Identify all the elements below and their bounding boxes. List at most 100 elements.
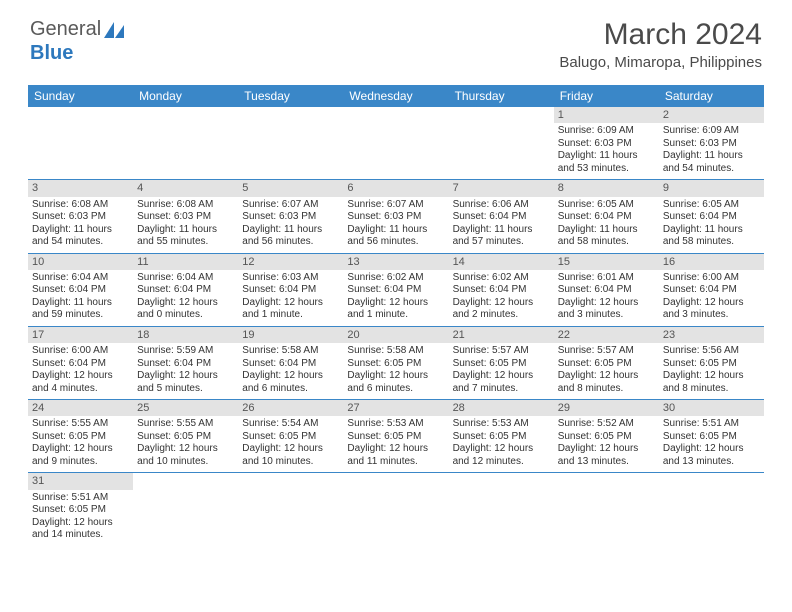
- calendar-cell: 5 Sunrise: 6:07 AMSunset: 6:03 PMDaylight…: [238, 180, 343, 253]
- weekday-header: Thursday: [449, 85, 554, 107]
- calendar-cell: 14Sunrise: 6:02 AMSunset: 6:04 PMDayligh…: [449, 253, 554, 326]
- weekday-header: Wednesday: [343, 85, 448, 107]
- calendar-cell: 17Sunrise: 6:00 AMSunset: 6:04 PMDayligh…: [28, 326, 133, 399]
- calendar-cell: 26 Sunrise: 5:54 AMSunset: 6:05 PMDayligh…: [238, 400, 343, 473]
- day-number: 26: [238, 400, 343, 416]
- calendar-cell: 6 Sunrise: 6:07 AMSunset: 6:03 PMDaylight…: [343, 180, 448, 253]
- calendar-cell: 4Sunrise: 6:08 AMSunset: 6:03 PMDaylight…: [133, 180, 238, 253]
- day-details: Sunrise: 5:56 AMSunset: 6:05 PMDaylight:…: [663, 345, 760, 395]
- day-number: 9: [659, 180, 764, 196]
- logo-text-general: General: [30, 18, 101, 41]
- day-number: 22: [554, 327, 659, 343]
- calendar-cell: 11Sunrise: 6:04 AMSunset: 6:04 PMDayligh…: [133, 253, 238, 326]
- day-number: 7: [449, 180, 554, 196]
- calendar-cell: 7 Sunrise: 6:06 AMSunset: 6:04 PMDaylight…: [449, 180, 554, 253]
- header: General March 2024 Balugo, Mimaropa, Phi…: [0, 0, 792, 77]
- calendar-cell: 13Sunrise: 6:02 AMSunset: 6:04 PMDayligh…: [343, 253, 448, 326]
- day-details: Sunrise: 6:09 AMSunset: 6:03 PMDaylight:…: [663, 125, 760, 175]
- day-number: 2: [659, 107, 764, 123]
- calendar-cell: [343, 473, 448, 546]
- day-details: Sunrise: 6:03 AMSunset: 6:04 PMDaylight:…: [242, 272, 339, 322]
- calendar-cell: 20Sunrise: 5:58 AMSunset: 6:05 PMDayligh…: [343, 326, 448, 399]
- sail-icon: [103, 21, 125, 39]
- day-number: 15: [554, 254, 659, 270]
- day-details: Sunrise: 6:01 AMSunset: 6:04 PMDaylight:…: [558, 272, 655, 322]
- day-details: Sunrise: 5:53 AMSunset: 6:05 PMDaylight:…: [453, 418, 550, 468]
- day-details: Sunrise: 6:09 AMSunset: 6:03 PMDaylight:…: [558, 125, 655, 175]
- calendar-cell: 24 Sunrise: 5:55 AMSunset: 6:05 PMDayligh…: [28, 400, 133, 473]
- calendar-cell: [554, 473, 659, 546]
- day-number: 19: [238, 327, 343, 343]
- day-number: 13: [343, 254, 448, 270]
- calendar-cell: 23 Sunrise: 5:56 AMSunset: 6:05 PMDayligh…: [659, 326, 764, 399]
- calendar-cell: [238, 473, 343, 546]
- calendar-cell: 10Sunrise: 6:04 AMSunset: 6:04 PMDayligh…: [28, 253, 133, 326]
- day-number: 28: [449, 400, 554, 416]
- calendar-cell: [449, 107, 554, 180]
- calendar-cell: 27Sunrise: 5:53 AMSunset: 6:05 PMDayligh…: [343, 400, 448, 473]
- day-details: Sunrise: 6:07 AMSunset: 6:03 PMDaylight:…: [347, 199, 444, 249]
- day-number: 1: [554, 107, 659, 123]
- day-number: 31: [28, 473, 133, 489]
- day-details: Sunrise: 5:58 AMSunset: 6:04 PMDaylight:…: [242, 345, 339, 395]
- weekday-header: Monday: [133, 85, 238, 107]
- day-details: Sunrise: 6:00 AMSunset: 6:04 PMDaylight:…: [663, 272, 760, 322]
- day-number: 29: [554, 400, 659, 416]
- day-details: Sunrise: 5:52 AMSunset: 6:05 PMDaylight:…: [558, 418, 655, 468]
- day-number: 6: [343, 180, 448, 196]
- calendar-cell: 8Sunrise: 6:05 AMSunset: 6:04 PMDaylight…: [554, 180, 659, 253]
- day-details: Sunrise: 6:04 AMSunset: 6:04 PMDaylight:…: [137, 272, 234, 322]
- day-details: Sunrise: 5:55 AMSunset: 6:05 PMDaylight:…: [137, 418, 234, 468]
- day-details: Sunrise: 6:06 AMSunset: 6:04 PMDaylight:…: [453, 199, 550, 249]
- day-number: 5: [238, 180, 343, 196]
- calendar-cell: [659, 473, 764, 546]
- day-number: 25: [133, 400, 238, 416]
- day-number: 4: [133, 180, 238, 196]
- calendar-cell: [133, 107, 238, 180]
- calendar-cell: 19 Sunrise: 5:58 AMSunset: 6:04 PMDayligh…: [238, 326, 343, 399]
- calendar-cell: 12 Sunrise: 6:03 AMSunset: 6:04 PMDayligh…: [238, 253, 343, 326]
- day-number: 12: [238, 254, 343, 270]
- calendar-body: 1Sunrise: 6:09 AMSunset: 6:03 PMDaylight…: [28, 107, 764, 546]
- calendar-cell: 28 Sunrise: 5:53 AMSunset: 6:05 PMDayligh…: [449, 400, 554, 473]
- day-details: Sunrise: 5:54 AMSunset: 6:05 PMDaylight:…: [242, 418, 339, 468]
- title-block: March 2024 Balugo, Mimaropa, Philippines: [559, 18, 762, 71]
- day-details: Sunrise: 5:51 AMSunset: 6:05 PMDaylight:…: [32, 492, 129, 542]
- calendar-cell: 1 Sunrise: 6:09 AMSunset: 6:03 PMDaylight…: [554, 107, 659, 180]
- day-details: Sunrise: 5:57 AMSunset: 6:05 PMDaylight:…: [558, 345, 655, 395]
- day-number: 3: [28, 180, 133, 196]
- day-details: Sunrise: 6:07 AMSunset: 6:03 PMDaylight:…: [242, 199, 339, 249]
- day-details: Sunrise: 5:55 AMSunset: 6:05 PMDaylight:…: [32, 418, 129, 468]
- logo: General: [30, 18, 125, 41]
- calendar-cell: 18Sunrise: 5:59 AMSunset: 6:04 PMDayligh…: [133, 326, 238, 399]
- day-details: Sunrise: 5:51 AMSunset: 6:05 PMDaylight:…: [663, 418, 760, 468]
- calendar-cell: 16Sunrise: 6:00 AMSunset: 6:04 PMDayligh…: [659, 253, 764, 326]
- weekday-header: Tuesday: [238, 85, 343, 107]
- location-subtitle: Balugo, Mimaropa, Philippines: [559, 54, 762, 71]
- calendar-cell: 9Sunrise: 6:05 AMSunset: 6:04 PMDaylight…: [659, 180, 764, 253]
- logo-text-blue: Blue: [30, 42, 73, 65]
- page-title: March 2024: [559, 18, 762, 52]
- day-number: 14: [449, 254, 554, 270]
- day-number: 24: [28, 400, 133, 416]
- calendar-cell: 29 Sunrise: 5:52 AMSunset: 6:05 PMDayligh…: [554, 400, 659, 473]
- day-details: Sunrise: 6:00 AMSunset: 6:04 PMDaylight:…: [32, 345, 129, 395]
- day-number: 21: [449, 327, 554, 343]
- calendar-cell: [238, 107, 343, 180]
- calendar-cell: 2 Sunrise: 6:09 AMSunset: 6:03 PMDaylight…: [659, 107, 764, 180]
- day-details: Sunrise: 5:58 AMSunset: 6:05 PMDaylight:…: [347, 345, 444, 395]
- calendar-cell: [133, 473, 238, 546]
- calendar-cell: 21Sunrise: 5:57 AMSunset: 6:05 PMDayligh…: [449, 326, 554, 399]
- weekday-header: Sunday: [28, 85, 133, 107]
- calendar-cell: 3 Sunrise: 6:08 AMSunset: 6:03 PMDaylight…: [28, 180, 133, 253]
- calendar-cell: 31 Sunrise: 5:51 AMSunset: 6:05 PMDayligh…: [28, 473, 133, 546]
- calendar-cell: 25 Sunrise: 5:55 AMSunset: 6:05 PMDayligh…: [133, 400, 238, 473]
- calendar-cell: 22 Sunrise: 5:57 AMSunset: 6:05 PMDayligh…: [554, 326, 659, 399]
- calendar-cell: 30Sunrise: 5:51 AMSunset: 6:05 PMDayligh…: [659, 400, 764, 473]
- day-number: 23: [659, 327, 764, 343]
- calendar-cell: [449, 473, 554, 546]
- weekday-header: Friday: [554, 85, 659, 107]
- day-number: 8: [554, 180, 659, 196]
- day-details: Sunrise: 5:59 AMSunset: 6:04 PMDaylight:…: [137, 345, 234, 395]
- day-details: Sunrise: 6:08 AMSunset: 6:03 PMDaylight:…: [32, 199, 129, 249]
